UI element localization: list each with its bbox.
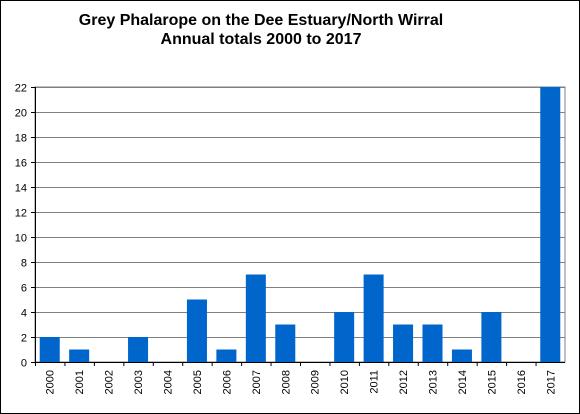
x-tick-label: 2005 xyxy=(192,370,204,394)
chart-title-line-1: Grey Phalarope on the Dee Estuary/North … xyxy=(78,12,444,29)
bar xyxy=(275,324,296,362)
bar xyxy=(481,312,502,362)
y-tick-label: 12 xyxy=(15,208,27,220)
y-tick-label: 6 xyxy=(21,283,27,295)
bar xyxy=(422,324,443,362)
x-tick-label: 2015 xyxy=(486,370,498,394)
x-tick-label: 2011 xyxy=(369,370,381,394)
chart-title: Grey Phalarope on the Dee Estuary/North … xyxy=(1,11,521,49)
bar xyxy=(451,349,472,362)
x-tick-label: 2017 xyxy=(545,370,557,394)
bar xyxy=(245,274,266,362)
y-tick-label: 22 xyxy=(15,83,27,95)
y-tick-label: 18 xyxy=(15,133,27,145)
y-tick-label: 8 xyxy=(21,258,27,270)
y-tick-label: 0 xyxy=(21,358,27,370)
x-tick-label: 2013 xyxy=(428,370,440,394)
bar xyxy=(393,324,414,362)
x-tick-label: 2014 xyxy=(457,370,469,394)
bar xyxy=(216,349,237,362)
bar xyxy=(186,299,207,362)
bar xyxy=(363,274,384,362)
x-tick-label: 2004 xyxy=(163,370,175,394)
y-tick-label: 10 xyxy=(15,233,27,245)
y-tick-label: 2 xyxy=(21,333,27,345)
bar xyxy=(39,337,60,362)
x-tick-label: 2000 xyxy=(45,370,57,394)
x-tick-label: 2010 xyxy=(339,370,351,394)
y-tick-label: 20 xyxy=(15,108,27,120)
x-tick-label: 2009 xyxy=(310,370,322,394)
x-tick-label: 2002 xyxy=(104,370,116,394)
x-tick-label: 2003 xyxy=(133,370,145,394)
x-tick-label: 2001 xyxy=(74,370,86,394)
y-tick-label: 4 xyxy=(21,308,27,320)
bar xyxy=(334,312,355,362)
x-tick-label: 2006 xyxy=(221,370,233,394)
x-tick-label: 2008 xyxy=(280,370,292,394)
x-tick-label: 2007 xyxy=(251,370,263,394)
bar xyxy=(128,337,149,362)
bar xyxy=(69,349,90,362)
chart-title-line-2: Annual totals 2000 to 2017 xyxy=(160,31,362,48)
y-tick-label: 16 xyxy=(15,158,27,170)
y-tick-label: 14 xyxy=(15,183,27,195)
x-tick-label: 2012 xyxy=(398,370,410,394)
bar xyxy=(540,87,561,362)
x-tick-label: 2016 xyxy=(516,370,528,394)
